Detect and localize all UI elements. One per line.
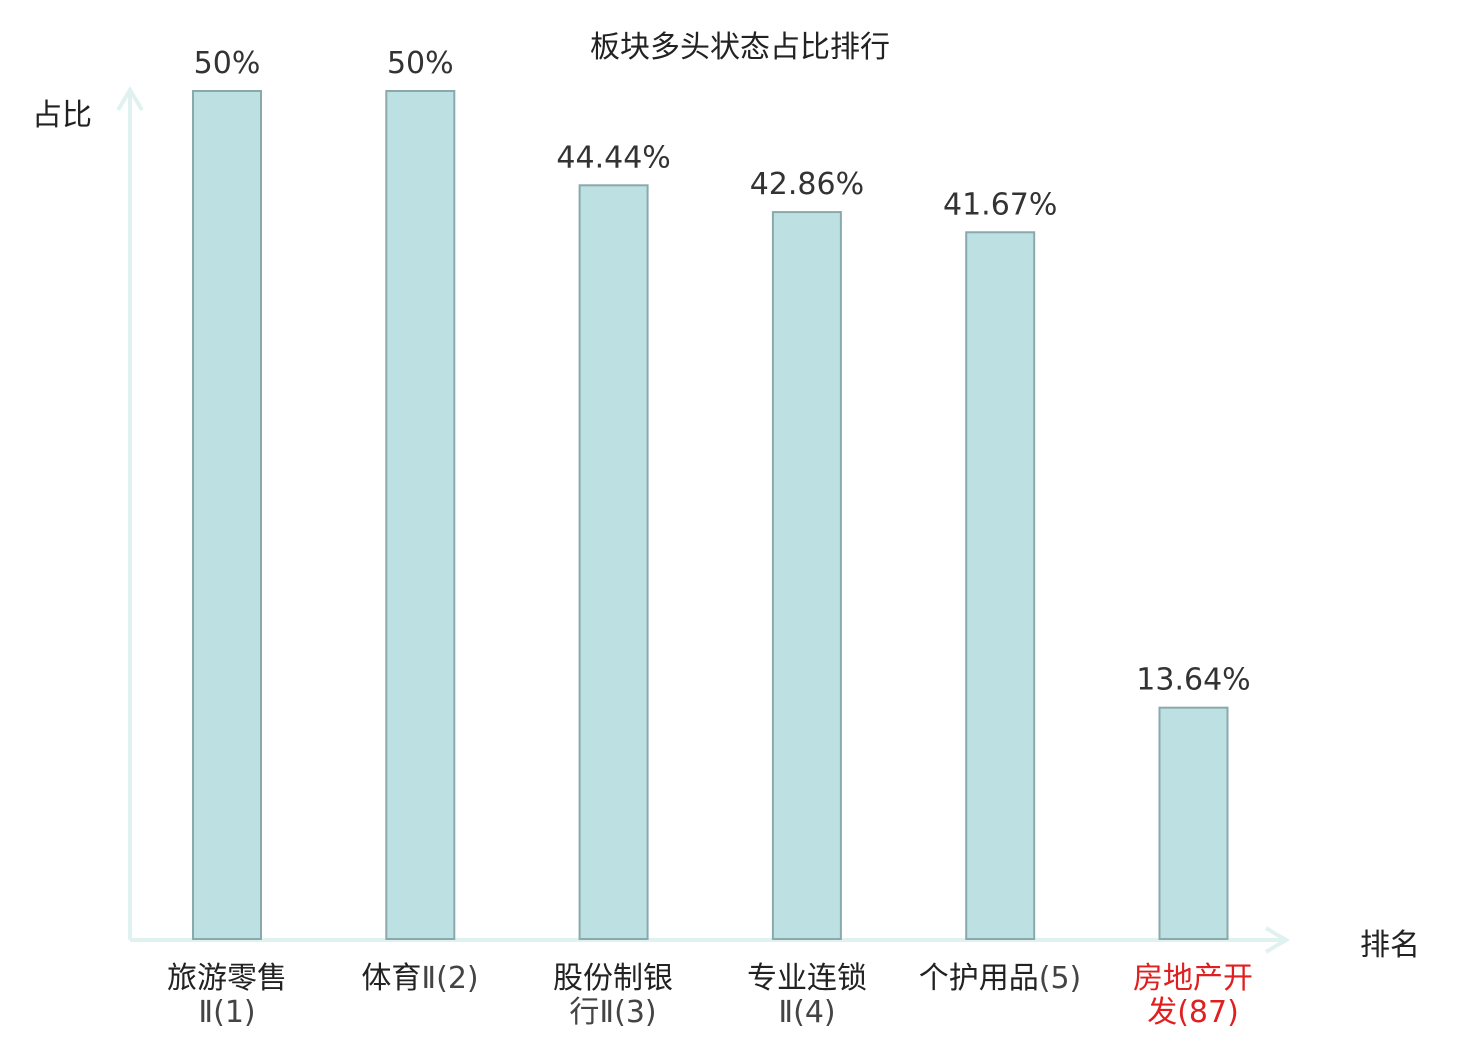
category-label-main: 股份制银 xyxy=(553,961,673,996)
category-label-rank: 行Ⅱ(3) xyxy=(569,995,657,1030)
x-axis-arrow xyxy=(1264,926,1290,954)
category-label-main: 旅游零售 xyxy=(167,961,287,996)
bar xyxy=(1158,706,1229,940)
data-label: 41.67% xyxy=(943,187,1057,222)
bar xyxy=(965,231,1036,940)
bar xyxy=(192,90,262,940)
category-label-main: 专业连锁 xyxy=(747,961,867,996)
chart-title: 板块多头状态占比排行 xyxy=(590,30,890,65)
bar xyxy=(771,211,842,940)
category-label-main: 体育 xyxy=(361,961,422,996)
category-label-rank: (5) xyxy=(1038,961,1082,996)
category-label-rank: Ⅱ(1) xyxy=(198,995,256,1030)
x-axis-label: 排名 xyxy=(1360,928,1420,963)
y-axis-arrow xyxy=(116,86,144,112)
category-label-1: 旅游零售 Ⅱ(1) xyxy=(152,962,302,1030)
category-label-rank: Ⅱ(2) xyxy=(421,961,479,996)
data-label: 13.64% xyxy=(1136,663,1250,698)
data-label: 44.44% xyxy=(556,140,670,175)
category-label-4: 专业连锁 Ⅱ(4) xyxy=(732,962,882,1030)
category-label-2: 体育Ⅱ(2) xyxy=(345,962,495,996)
data-label: 50% xyxy=(387,46,454,81)
data-label: 50% xyxy=(194,46,261,81)
category-label-main: 个护用品 xyxy=(918,961,1039,996)
bar xyxy=(578,184,649,940)
category-label-5: 个护用品(5) xyxy=(900,962,1100,996)
category-label-main: 房地产开 xyxy=(1133,961,1253,996)
bar xyxy=(385,90,456,940)
category-label-3: 股份制银 行Ⅱ(3) xyxy=(538,962,688,1030)
y-axis-label: 占比 xyxy=(32,98,92,133)
category-label-rank: 发(87) xyxy=(1147,995,1239,1030)
data-label: 42.86% xyxy=(750,167,864,202)
category-label-rank: Ⅱ(4) xyxy=(778,995,836,1030)
category-label-6: 房地产开 发(87) xyxy=(1118,962,1268,1030)
